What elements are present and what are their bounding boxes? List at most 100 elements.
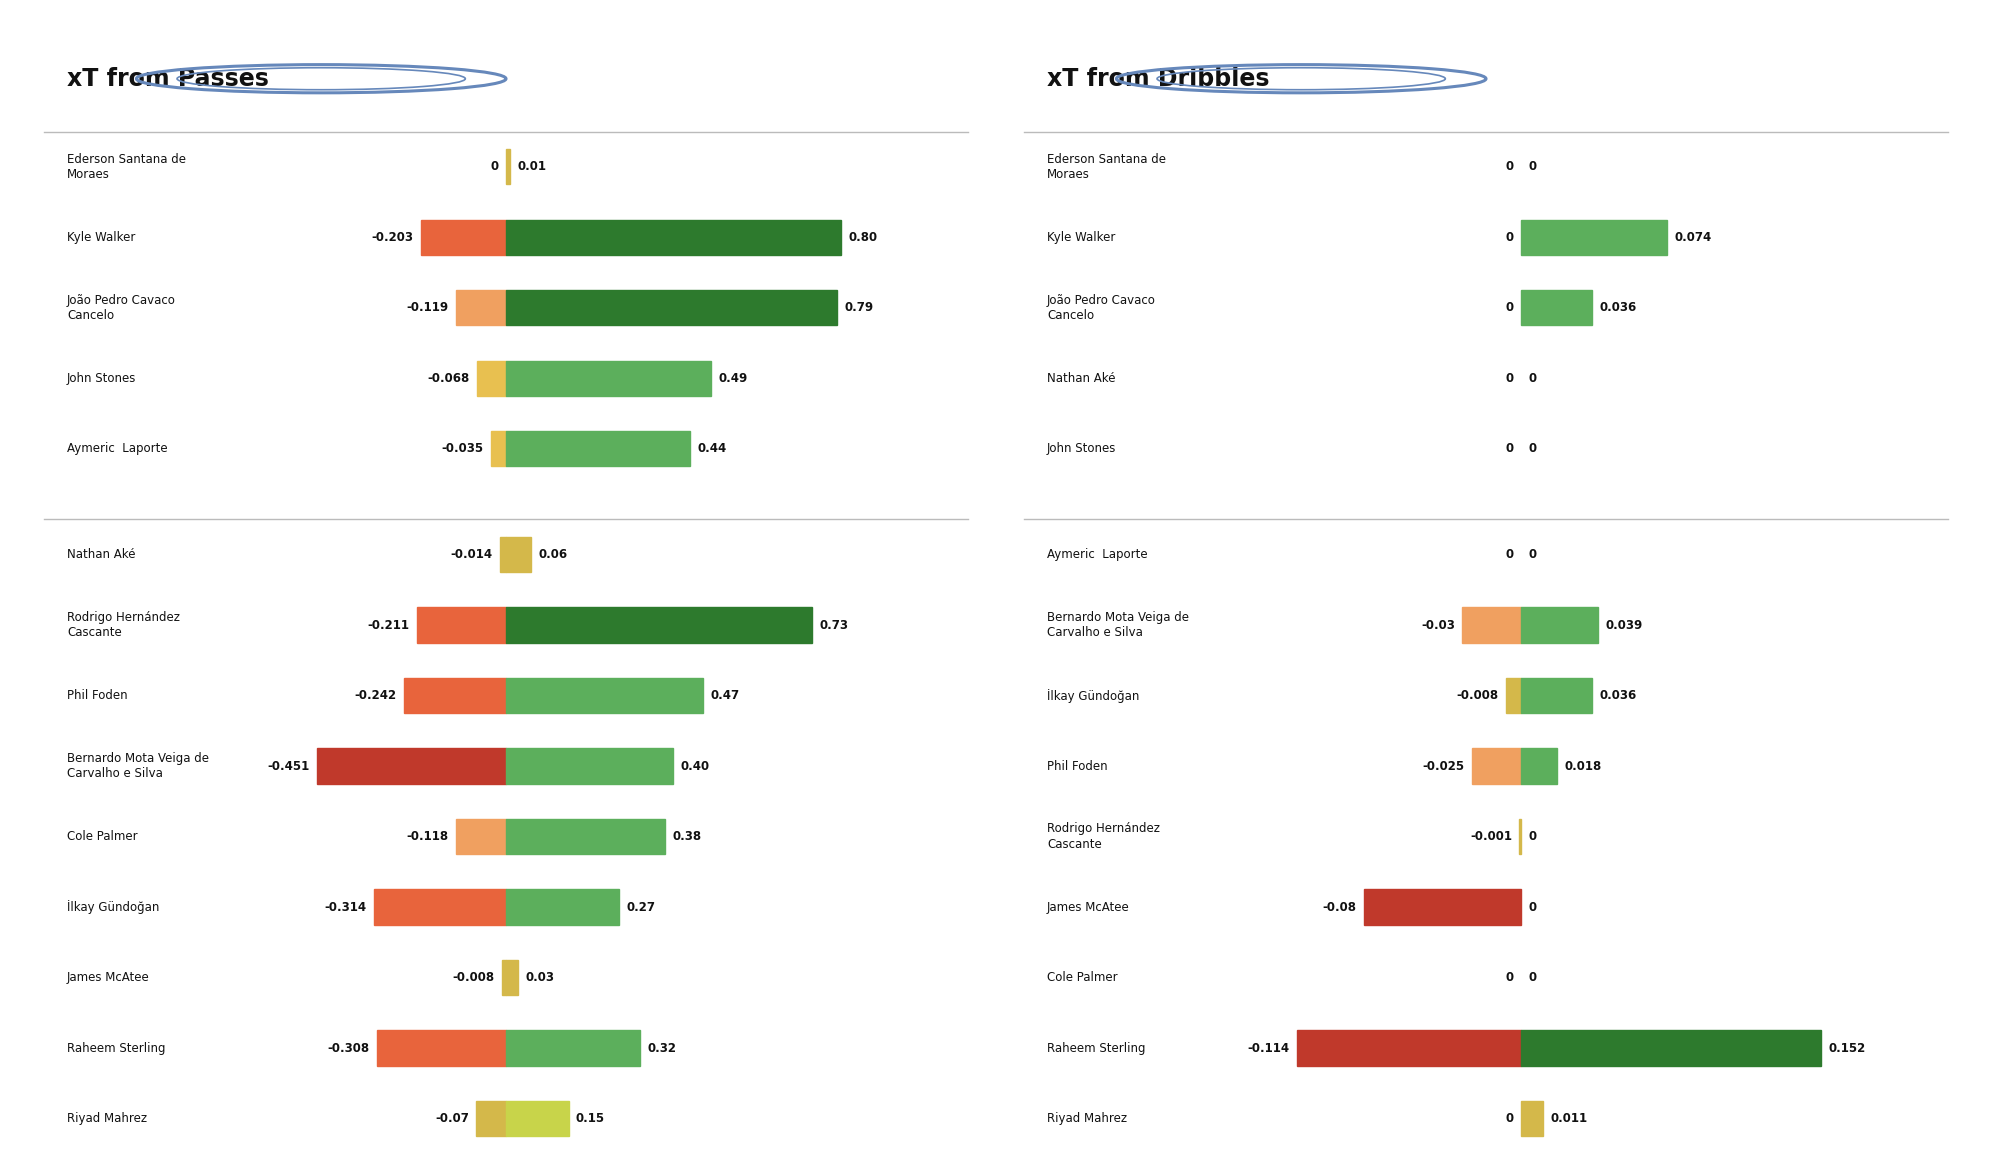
Bar (1472, 748, 1522, 784)
Bar (478, 361, 506, 396)
Bar (420, 220, 506, 255)
Text: 0.152: 0.152 (1828, 1041, 1866, 1055)
Bar (1522, 607, 1598, 643)
Text: 0: 0 (1528, 971, 1536, 985)
Text: 0.039: 0.039 (1606, 618, 1642, 632)
Text: 0: 0 (1506, 160, 1514, 174)
Bar (506, 678, 702, 713)
Text: 0.036: 0.036 (1600, 301, 1636, 315)
Bar (1364, 889, 1522, 925)
Bar (502, 960, 506, 995)
Bar (456, 290, 506, 325)
Text: 0.79: 0.79 (844, 301, 874, 315)
Text: -0.07: -0.07 (436, 1112, 468, 1126)
Bar (1462, 607, 1522, 643)
Bar (1522, 1101, 1544, 1136)
Text: İlkay Gündoğan: İlkay Gündoğan (68, 900, 160, 914)
Bar (500, 537, 506, 572)
Text: 0.074: 0.074 (1674, 230, 1712, 244)
Bar (316, 748, 506, 784)
Text: Aymeric  Laporte: Aymeric Laporte (68, 442, 168, 456)
Text: İlkay Gündoğan: İlkay Gündoğan (1048, 689, 1140, 703)
Text: Ederson Santana de
Moraes: Ederson Santana de Moraes (68, 153, 186, 181)
Text: 0.03: 0.03 (526, 971, 554, 985)
Bar (374, 889, 506, 925)
Text: 0: 0 (490, 160, 498, 174)
Text: 0.27: 0.27 (626, 900, 656, 914)
Text: 0.47: 0.47 (710, 689, 740, 703)
Bar (506, 1101, 568, 1136)
Bar (506, 1030, 640, 1066)
Text: Raheem Sterling: Raheem Sterling (1048, 1041, 1146, 1055)
Text: 0: 0 (1506, 301, 1514, 315)
Text: James McAtee: James McAtee (68, 971, 150, 985)
Text: Aymeric  Laporte: Aymeric Laporte (1048, 548, 1148, 562)
Text: Riyad Mahrez: Riyad Mahrez (68, 1112, 148, 1126)
Bar (506, 748, 674, 784)
Bar (404, 678, 506, 713)
Text: 0.01: 0.01 (518, 160, 546, 174)
Text: -0.211: -0.211 (368, 618, 410, 632)
Text: -0.068: -0.068 (428, 371, 470, 385)
Text: -0.03: -0.03 (1420, 618, 1454, 632)
Bar (506, 960, 518, 995)
Text: xT from Passes: xT from Passes (68, 67, 268, 90)
Text: Rodrigo Hernández
Cascante: Rodrigo Hernández Cascante (68, 611, 180, 639)
Text: -0.118: -0.118 (406, 830, 448, 844)
Text: -0.114: -0.114 (1248, 1041, 1290, 1055)
Text: -0.119: -0.119 (406, 301, 448, 315)
Text: Cole Palmer: Cole Palmer (1048, 971, 1118, 985)
Bar (418, 607, 506, 643)
Text: -0.008: -0.008 (1456, 689, 1498, 703)
Text: -0.001: -0.001 (1470, 830, 1512, 844)
Bar (506, 537, 530, 572)
Text: -0.025: -0.025 (1422, 759, 1464, 773)
Text: 0.011: 0.011 (1550, 1112, 1588, 1126)
Text: Rodrigo Hernández
Cascante: Rodrigo Hernández Cascante (1048, 822, 1160, 851)
Bar (476, 1101, 506, 1136)
Text: Phil Foden: Phil Foden (1048, 759, 1108, 773)
Bar (1522, 678, 1592, 713)
Text: -0.314: -0.314 (324, 900, 366, 914)
Text: 0.38: 0.38 (672, 830, 702, 844)
Text: -0.203: -0.203 (372, 230, 414, 244)
Text: 0.44: 0.44 (698, 442, 726, 456)
Text: James McAtee: James McAtee (1048, 900, 1130, 914)
Text: 0: 0 (1506, 1112, 1514, 1126)
Bar (1522, 290, 1592, 325)
Text: John Stones: John Stones (68, 371, 136, 385)
Bar (506, 361, 712, 396)
Text: 0.036: 0.036 (1600, 689, 1636, 703)
Bar (506, 607, 812, 643)
Text: 0: 0 (1528, 442, 1536, 456)
Text: 0: 0 (1528, 548, 1536, 562)
Text: -0.008: -0.008 (452, 971, 494, 985)
Text: Ederson Santana de
Moraes: Ederson Santana de Moraes (1048, 153, 1166, 181)
Bar (1522, 220, 1668, 255)
Text: Nathan Aké: Nathan Aké (68, 548, 136, 562)
Text: Kyle Walker: Kyle Walker (68, 230, 136, 244)
Bar (1522, 748, 1556, 784)
Bar (506, 431, 690, 466)
Bar (490, 431, 506, 466)
Text: 0: 0 (1506, 442, 1514, 456)
Text: 0.73: 0.73 (820, 618, 848, 632)
Bar (506, 819, 664, 854)
Text: 0.32: 0.32 (648, 1041, 676, 1055)
Text: Phil Foden: Phil Foden (68, 689, 128, 703)
Bar (506, 149, 510, 184)
Bar (376, 1030, 506, 1066)
Bar (456, 819, 506, 854)
Text: 0: 0 (1506, 230, 1514, 244)
Text: John Stones: John Stones (1048, 442, 1116, 456)
Text: 0.49: 0.49 (718, 371, 748, 385)
Text: Nathan Aké: Nathan Aké (1048, 371, 1116, 385)
Text: Bernardo Mota Veiga de
Carvalho e Silva: Bernardo Mota Veiga de Carvalho e Silva (68, 752, 210, 780)
Text: 0: 0 (1528, 900, 1536, 914)
Text: 0.018: 0.018 (1564, 759, 1602, 773)
Text: xT from Dribbles: xT from Dribbles (1048, 67, 1270, 90)
Text: 0: 0 (1528, 371, 1536, 385)
Text: -0.035: -0.035 (442, 442, 484, 456)
Bar (506, 220, 842, 255)
Text: Raheem Sterling: Raheem Sterling (68, 1041, 166, 1055)
